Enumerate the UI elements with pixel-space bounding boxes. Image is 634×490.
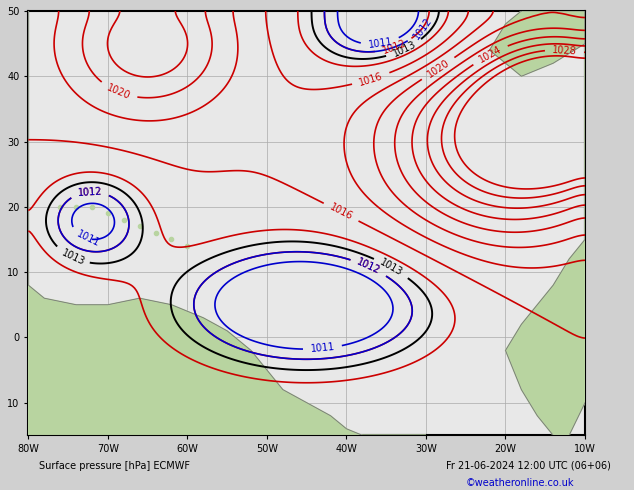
Polygon shape [505,11,585,435]
Text: 1016: 1016 [358,71,384,87]
Text: 1012: 1012 [77,186,102,198]
Text: 1028: 1028 [552,45,577,56]
Text: 1011: 1011 [367,37,393,50]
Text: 1020: 1020 [425,57,451,79]
Text: 1012: 1012 [411,15,434,41]
Text: 1011: 1011 [310,343,335,354]
Text: 1012: 1012 [356,257,382,276]
Polygon shape [29,11,426,435]
Text: 1013: 1013 [60,248,86,268]
Text: 1012: 1012 [356,257,382,276]
Text: 1016: 1016 [328,202,354,222]
Text: 1012: 1012 [77,186,102,198]
Polygon shape [489,11,585,76]
Text: 1012: 1012 [381,38,408,56]
Text: 1024: 1024 [477,44,503,65]
Text: 1020: 1020 [105,83,132,101]
Text: 1013: 1013 [378,257,404,278]
Text: Fr 21-06-2024 12:00 UTC (06+06): Fr 21-06-2024 12:00 UTC (06+06) [446,461,611,471]
Text: Surface pressure [hPa] ECMWF: Surface pressure [hPa] ECMWF [39,461,190,471]
Text: 1013: 1013 [391,39,418,59]
Text: 1011: 1011 [75,229,101,248]
Text: ©weatheronline.co.uk: ©weatheronline.co.uk [465,478,574,488]
